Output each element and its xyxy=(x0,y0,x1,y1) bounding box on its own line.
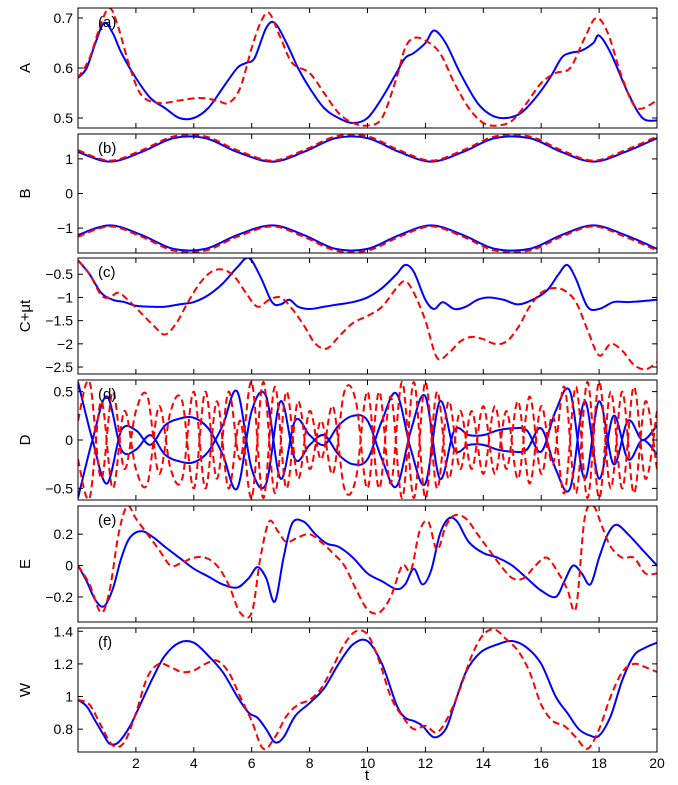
y-axis-label: E xyxy=(17,559,34,569)
series-line-solid-1 xyxy=(78,258,657,312)
y-tick-label: −0.2 xyxy=(45,589,73,605)
panel-series-group xyxy=(78,380,657,500)
y-tick-label: 0.2 xyxy=(54,526,74,542)
y-axis-label: W xyxy=(17,682,34,697)
panel-ct: −0.5 −1 −1.5 −2 −2.5 C+μt (c) xyxy=(17,257,658,375)
x-tick-label: 18 xyxy=(591,755,607,771)
y-tick-label: 0.8 xyxy=(54,721,74,737)
panel-a: 0.5 0.6 0.7 A (a) xyxy=(17,7,658,129)
x-tick-label: 10 xyxy=(360,755,376,771)
panel-b: −1 0 1 B (b) xyxy=(17,133,658,254)
y-tick-label: 0 xyxy=(65,432,73,448)
panel-tag: (e) xyxy=(98,512,116,529)
y-tick-label: 0.5 xyxy=(54,384,74,400)
x-tick-label: 8 xyxy=(306,755,314,771)
y-tick-label: −2 xyxy=(57,336,73,352)
panel-d: −0.5 0 0.5 D (d) xyxy=(17,379,658,501)
y-tick-label: −0.5 xyxy=(45,266,73,282)
series-line-dashed-2 xyxy=(78,8,657,127)
series-line-dashed-3 xyxy=(78,380,657,500)
y-tick-label: 1.4 xyxy=(54,623,74,639)
panel-series-group xyxy=(78,8,657,127)
y-tick-label: −1 xyxy=(57,220,73,236)
y-tick-label: 0 xyxy=(65,186,73,202)
series-line-dashed-4 xyxy=(78,380,657,500)
panel-series-group xyxy=(78,506,657,619)
panel-tag: (b) xyxy=(98,140,116,157)
panel-series-group xyxy=(78,258,657,371)
x-tick-label: 14 xyxy=(476,755,492,771)
series-line-solid-1 xyxy=(78,516,657,608)
x-tick-label: 12 xyxy=(418,755,434,771)
series-line-dashed-3 xyxy=(78,134,657,162)
y-tick-label: −1.5 xyxy=(45,313,73,329)
y-axis-label: C+μt xyxy=(17,299,34,332)
series-line-solid-1 xyxy=(78,638,657,746)
y-tick-label: 0.7 xyxy=(54,10,74,26)
x-tick-label: 16 xyxy=(533,755,549,771)
series-line-dashed-2 xyxy=(78,506,657,619)
series-line-dashed-2 xyxy=(78,628,657,751)
y-tick-label: −1 xyxy=(57,289,73,305)
y-tick-label: 1.2 xyxy=(54,656,74,672)
x-tick-label: 2 xyxy=(132,755,140,771)
y-tick-label: 0 xyxy=(65,558,73,574)
panels-layer: 0.5 0.6 0.7 A (a) −1 0 1 B (b) −0.5 −1 −1.5 −2 −2.5 C+μ… xyxy=(17,7,665,771)
panel-e: −0.2 0 0.2 E (e) xyxy=(17,505,658,623)
y-tick-label: 0.5 xyxy=(54,110,74,126)
panel-tag: (c) xyxy=(98,264,116,281)
y-axis-label: D xyxy=(17,434,34,445)
y-axis-label: A xyxy=(17,63,34,73)
panel-series-group xyxy=(78,628,657,751)
y-tick-label: 1 xyxy=(65,689,73,705)
panel-tag: (f) xyxy=(98,634,112,651)
x-tick-label: 4 xyxy=(190,755,198,771)
y-tick-label: −0.5 xyxy=(45,480,73,496)
y-axis-label: B xyxy=(17,188,34,198)
y-tick-label: 1 xyxy=(65,151,73,167)
x-tick-label: 20 xyxy=(649,755,665,771)
y-tick-label: 0.6 xyxy=(54,60,74,76)
panel-w: 0.8 1 1.2 1.4 2 4 6 8 10 12 14 16 18 20 W (f) xyxy=(17,623,665,771)
series-line-dashed-2 xyxy=(78,259,657,371)
x-tick-label: 6 xyxy=(248,755,256,771)
x-axis-label: t xyxy=(365,767,370,784)
panel-tag: (a) xyxy=(98,14,116,31)
y-tick-label: −2.5 xyxy=(45,359,73,375)
series-line-solid-1 xyxy=(78,20,657,125)
series-line-dashed-4 xyxy=(78,225,657,253)
panel-tag: (d) xyxy=(98,386,116,403)
